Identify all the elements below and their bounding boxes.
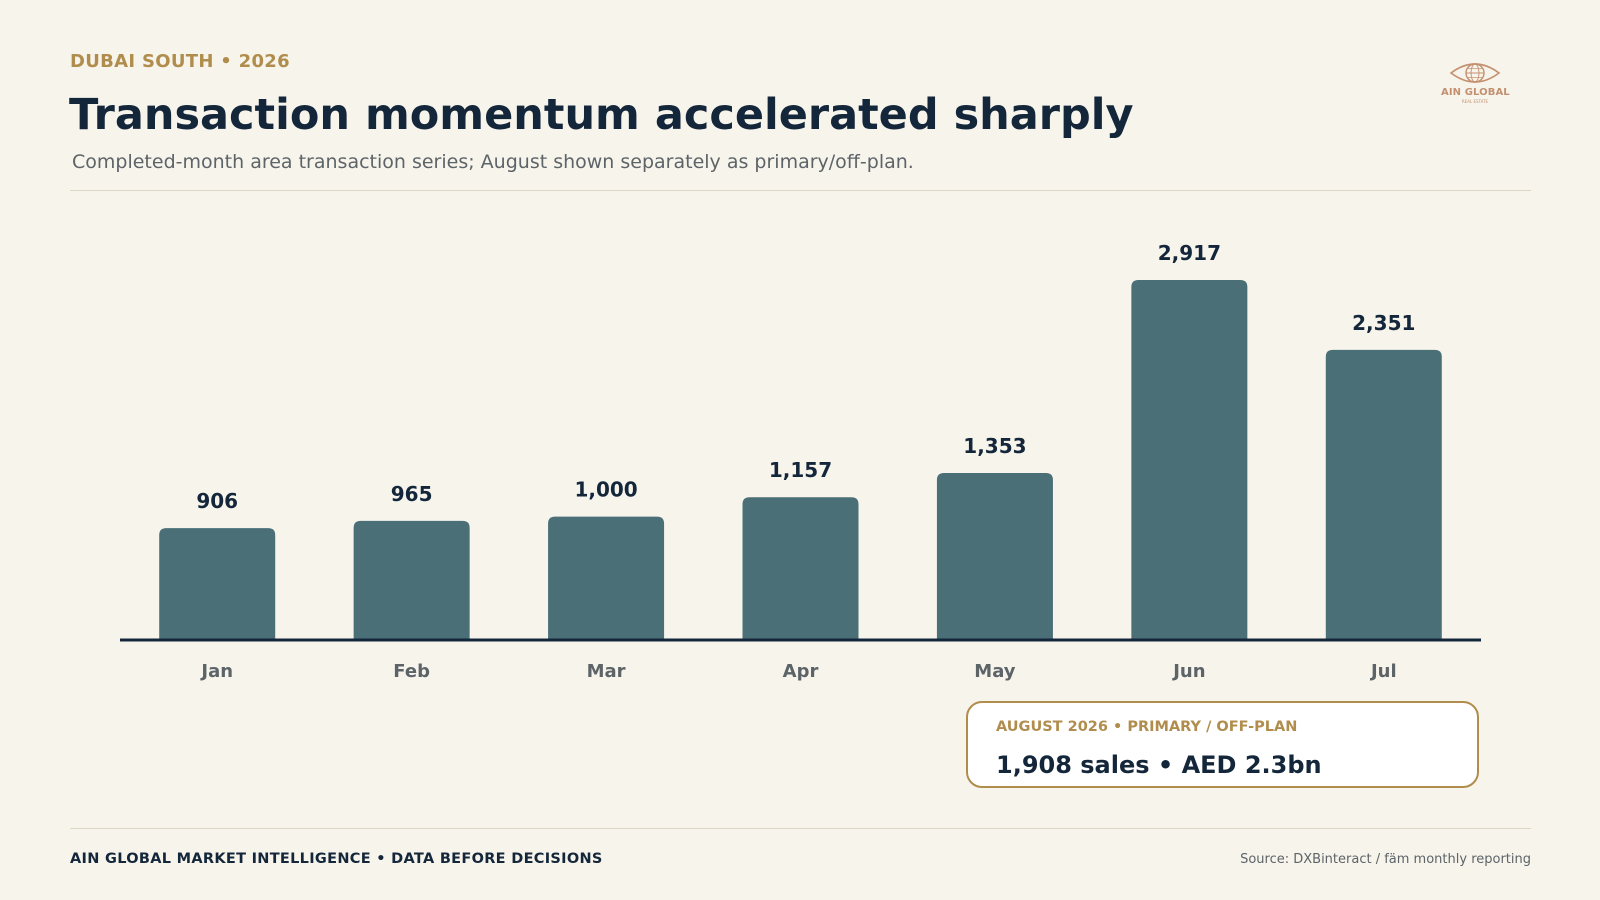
callout-label: AUGUST 2026 • PRIMARY / OFF-PLAN xyxy=(996,719,1298,735)
brand-logo: AIN GLOBAL REAL ESTATE xyxy=(1441,58,1510,104)
header-divider xyxy=(70,190,1531,191)
x-tick-feb: Feb xyxy=(393,661,430,682)
value-label-feb: 965 xyxy=(391,482,433,506)
footer-divider xyxy=(70,828,1531,829)
footer-source: Source: DXBinteract / fäm monthly report… xyxy=(1240,852,1531,867)
page-subtitle: Completed-month area transaction series;… xyxy=(72,151,914,173)
x-tick-jul: Jul xyxy=(1369,661,1397,682)
bar-jan xyxy=(159,528,276,640)
value-label-jan: 906 xyxy=(196,489,238,513)
value-label-mar: 1,000 xyxy=(574,478,637,502)
bar-jul xyxy=(1325,349,1442,640)
logo-tagline: REAL ESTATE xyxy=(1461,99,1489,104)
footer-brand-line: AIN GLOBAL MARKET INTELLIGENCE • DATA BE… xyxy=(70,851,603,867)
value-label-may: 1,353 xyxy=(963,434,1026,458)
value-label-jul: 2,351 xyxy=(1352,311,1415,335)
x-tick-jun: Jun xyxy=(1171,661,1205,682)
bar-feb xyxy=(353,520,470,640)
eye-globe-icon xyxy=(1449,63,1501,83)
x-tick-may: May xyxy=(974,661,1016,682)
callout-value: 1,908 sales • AED 2.3bn xyxy=(996,751,1322,779)
august-callout-card: AUGUST 2026 • PRIMARY / OFF-PLAN 1,908 s… xyxy=(966,701,1479,788)
page-title: Transaction momentum accelerated sharply xyxy=(69,90,1134,140)
x-tick-mar: Mar xyxy=(587,661,626,682)
value-label-apr: 1,157 xyxy=(769,458,832,482)
bar-may xyxy=(936,473,1053,640)
x-tick-jan: Jan xyxy=(199,661,233,682)
logo-wordmark: AIN GLOBAL xyxy=(1441,87,1510,98)
bar-jun xyxy=(1131,280,1248,640)
bar-mar xyxy=(548,516,665,640)
bar-apr xyxy=(742,497,859,640)
eyebrow-label: DUBAI SOUTH • 2026 xyxy=(70,51,290,72)
value-label-jun: 2,917 xyxy=(1158,241,1221,265)
x-tick-apr: Apr xyxy=(783,661,819,682)
